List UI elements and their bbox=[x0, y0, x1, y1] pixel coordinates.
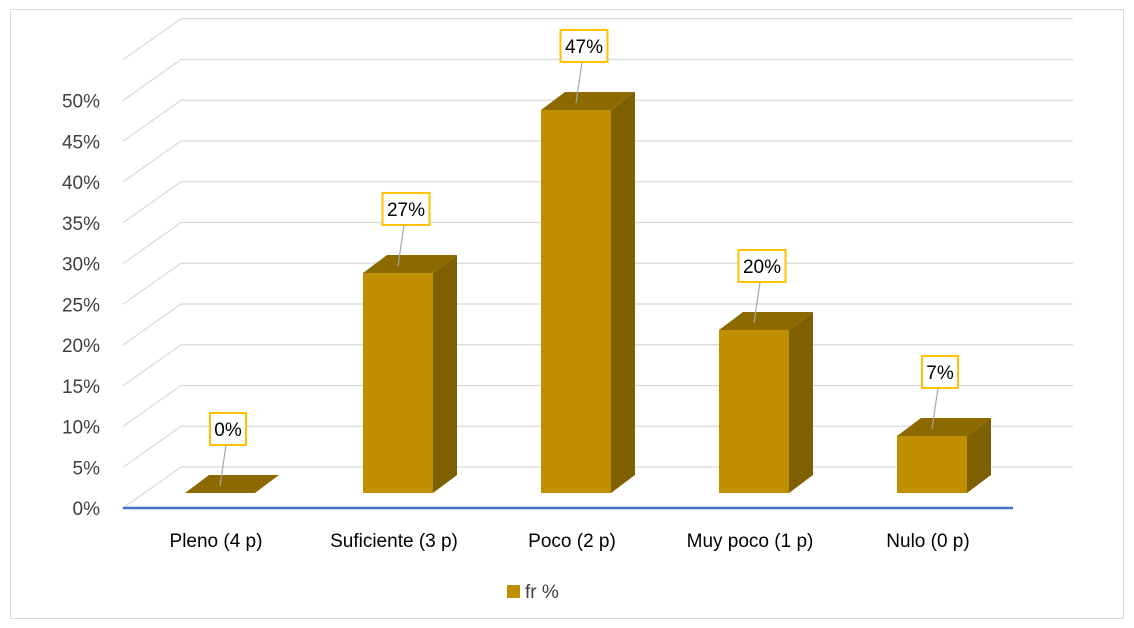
legend-label: fr % bbox=[525, 582, 559, 603]
bar-top bbox=[363, 254, 457, 273]
label-leader-line bbox=[219, 444, 227, 487]
x-tick-label: Pleno (4 p) bbox=[170, 531, 263, 552]
gridline-diagonal bbox=[122, 344, 182, 387]
bar-front bbox=[541, 109, 611, 493]
data-label: 47% bbox=[559, 28, 609, 104]
bar-front bbox=[897, 435, 967, 493]
label-box bbox=[737, 249, 787, 283]
y-tick-label: 15% bbox=[62, 377, 100, 398]
gridline-diagonal bbox=[122, 385, 182, 427]
label-leader-line bbox=[931, 387, 939, 430]
label-leader-line bbox=[575, 61, 583, 104]
bar-side bbox=[611, 91, 635, 493]
gridline-diagonal bbox=[122, 59, 182, 101]
bar-side bbox=[433, 254, 457, 493]
x-tick-label: Muy poco (1 p) bbox=[687, 531, 814, 552]
data-label-text: 20% bbox=[743, 257, 781, 278]
data-label-text: 47% bbox=[565, 37, 603, 58]
label-box bbox=[559, 28, 609, 63]
y-tick-label: 10% bbox=[62, 418, 100, 439]
label-box bbox=[381, 191, 431, 226]
y-tick-label: 30% bbox=[62, 255, 100, 276]
bar-5 bbox=[897, 417, 991, 493]
bar-side bbox=[967, 417, 991, 493]
y-tick-label: 0% bbox=[73, 499, 101, 520]
label-leader-line bbox=[753, 281, 761, 324]
gridline-diagonal bbox=[122, 140, 182, 183]
gridline-diagonal bbox=[122, 466, 182, 509]
x-tick-label: Nulo (0 p) bbox=[886, 531, 969, 552]
y-tick-label: 50% bbox=[62, 92, 100, 113]
data-labels: 0% 27% 47% 20% 7% bbox=[209, 28, 959, 487]
gridline-diagonal bbox=[122, 262, 182, 305]
label-leader-line bbox=[397, 224, 405, 267]
bar-2 bbox=[363, 254, 457, 493]
x-tick-label: Poco (2 p) bbox=[528, 531, 616, 552]
y-tick-label: 20% bbox=[62, 336, 100, 357]
bar-top bbox=[897, 417, 991, 436]
bars bbox=[185, 91, 991, 493]
y-tick-label: 40% bbox=[62, 173, 100, 194]
bar-1 bbox=[185, 475, 279, 493]
data-label-text: 27% bbox=[387, 200, 425, 221]
legend: fr % bbox=[507, 582, 559, 603]
axes: Pleno (4 p) Suficiente (3 p) Poco (2 p) Muy… bbox=[123, 506, 1013, 552]
bar-4 bbox=[719, 312, 813, 493]
label-box bbox=[921, 354, 959, 389]
data-label: 20% bbox=[737, 249, 787, 324]
gridline-diagonal bbox=[122, 425, 182, 468]
gridline-diagonal bbox=[122, 99, 182, 142]
bar-top bbox=[719, 312, 813, 330]
gridline-diagonal bbox=[122, 303, 182, 346]
y-tick-label: 45% bbox=[62, 132, 100, 153]
data-label: 27% bbox=[381, 191, 431, 267]
data-label: 7% bbox=[921, 354, 959, 430]
legend-swatch bbox=[507, 585, 520, 598]
y-tick-label: 35% bbox=[62, 214, 100, 235]
bar-front bbox=[719, 330, 789, 493]
bar-top bbox=[185, 475, 279, 493]
bar-top bbox=[541, 91, 635, 110]
data-label-text: 7% bbox=[926, 363, 954, 384]
x-tick-label: Suficiente (3 p) bbox=[330, 531, 458, 552]
data-label: 0% bbox=[209, 412, 247, 487]
gridline-diagonal bbox=[122, 181, 182, 224]
bar-front bbox=[363, 272, 433, 493]
y-tick-label: 5% bbox=[73, 458, 101, 479]
gridline-diagonal bbox=[122, 18, 182, 61]
bar-3 bbox=[541, 91, 635, 493]
label-box bbox=[209, 412, 247, 446]
gridline-diagonal bbox=[122, 222, 182, 264]
bar-side bbox=[789, 312, 813, 493]
data-label-text: 0% bbox=[214, 420, 242, 441]
y-tick-label: 25% bbox=[62, 295, 100, 316]
